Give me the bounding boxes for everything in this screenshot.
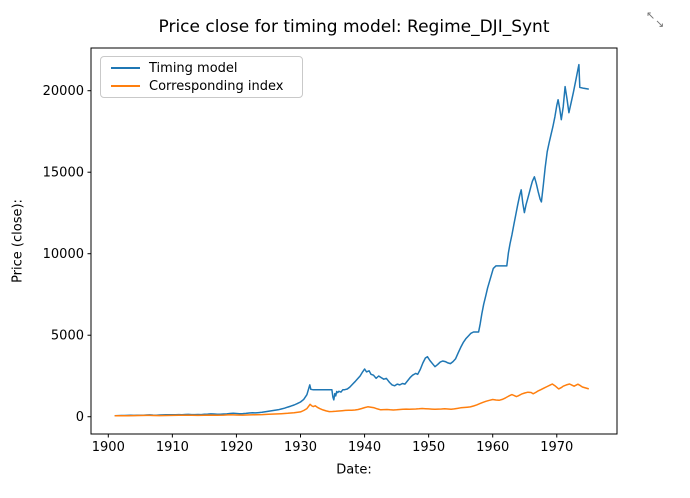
x-tick-label: 1960 (476, 440, 509, 455)
arrow-down-right-icon: ↘ (655, 17, 665, 30)
x-tick-label: 1970 (540, 440, 573, 455)
legend: Timing model Corresponding index (100, 56, 303, 98)
legend-label: Timing model (149, 60, 238, 76)
legend-item-timing-model: Timing model (101, 59, 302, 77)
series-lines (114, 63, 590, 417)
x-tick-label: 1920 (220, 440, 253, 455)
legend-line-swatch-orange (111, 85, 140, 87)
y-tick-label: 15000 (43, 166, 84, 181)
x-tick-label: 1900 (92, 440, 125, 455)
expand-image-button[interactable]: ↖ ↘ (644, 8, 672, 36)
legend-line-swatch-blue (111, 67, 140, 69)
legend-label: Corresponding index (149, 78, 284, 94)
y-tick-label: 5000 (51, 329, 84, 344)
y-tick-label: 0 (76, 410, 84, 425)
legend-item-corresponding-index: Corresponding index (101, 77, 302, 95)
x-axis-label: Date: (336, 462, 372, 478)
arrow-up-left-icon: ↖ (646, 9, 656, 22)
x-tick-label: 1910 (156, 440, 189, 455)
series-line-timing-model (114, 63, 589, 417)
y-axis-label: Price (close): (10, 199, 26, 283)
series-line-corresponding-index (114, 383, 590, 417)
axes-frame (90, 47, 618, 435)
y-tick-label: 10000 (43, 247, 84, 262)
y-tick-label: 20000 (43, 84, 84, 99)
x-tick-label: 1930 (284, 440, 317, 455)
chart-title: Price close for timing model: Regime_DJI… (158, 17, 550, 37)
x-tick-label: 1950 (412, 440, 445, 455)
x-tick-label: 1940 (348, 440, 381, 455)
